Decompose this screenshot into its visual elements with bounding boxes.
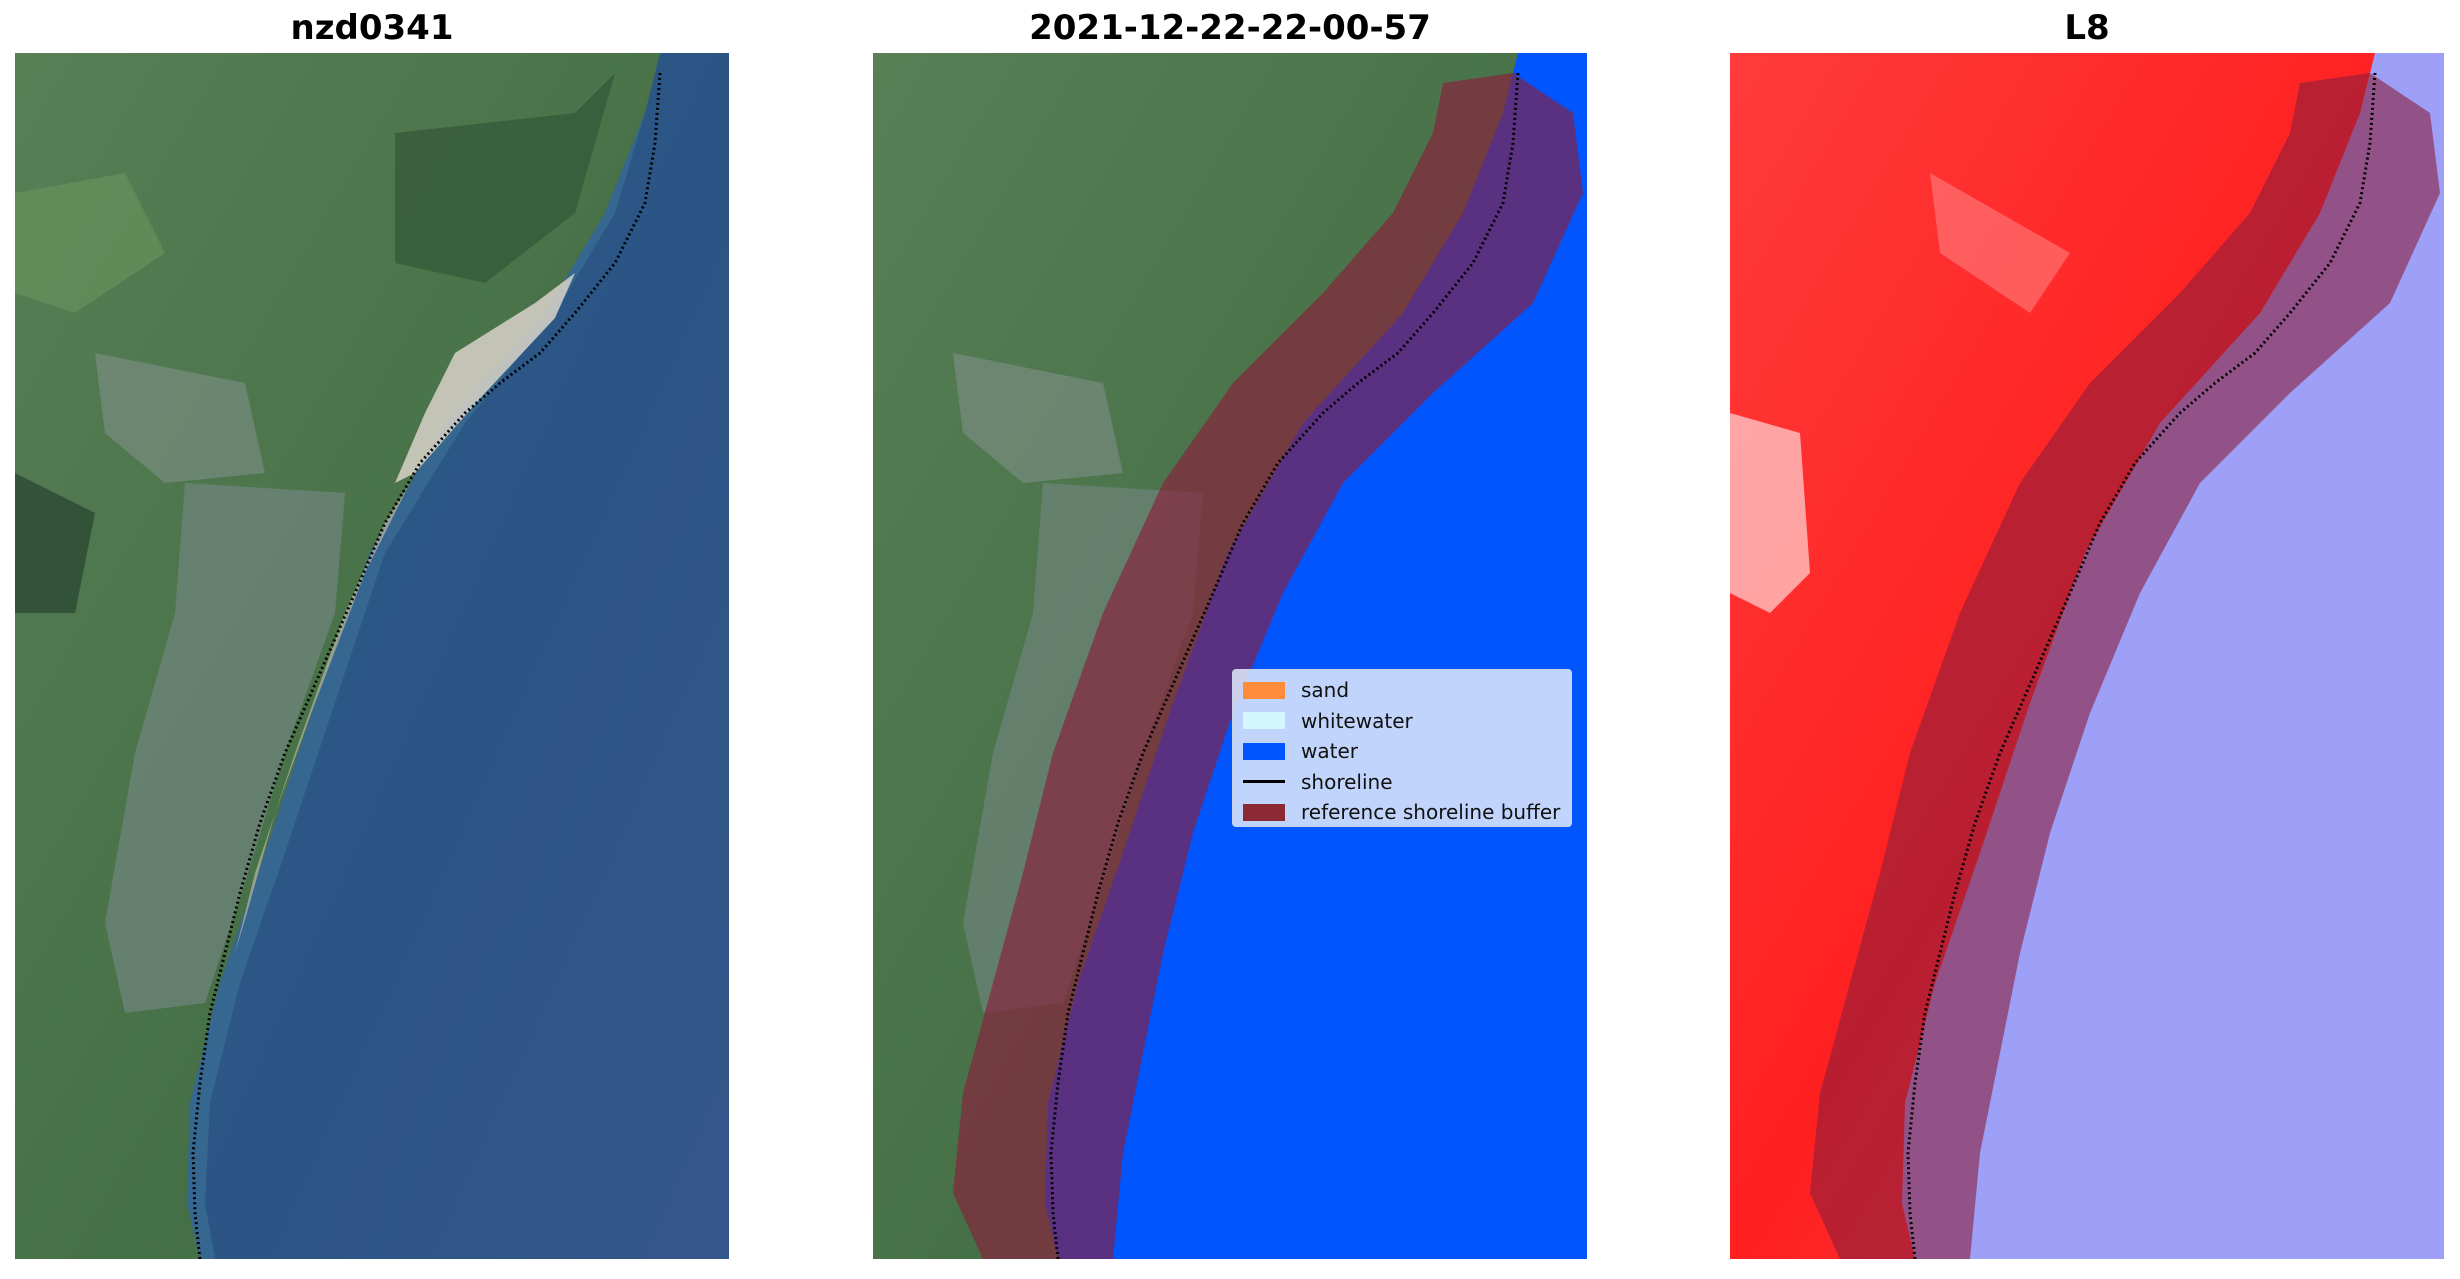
legend-label-whitewater: whitewater [1301, 708, 1413, 733]
legend-item-water: water [1237, 736, 1571, 767]
legend-label-sand: sand [1301, 678, 1350, 703]
ocean-area [187, 53, 729, 1259]
settlement-area [953, 353, 1123, 483]
index-image [1730, 53, 2444, 1259]
panel-title-rgb: nzd0341 [290, 8, 454, 48]
light-patch [1930, 173, 2070, 313]
classification-image [873, 53, 1587, 1259]
legend-label-shoreline: shoreline [1301, 769, 1393, 794]
reference-shoreline-buffer [1810, 73, 2440, 1259]
water-swatch [1243, 742, 1285, 760]
index-panel [1730, 53, 2444, 1259]
panel-title-classification: 2021-12-22-22-00-57 [1029, 8, 1431, 48]
reference-shoreline-buffer [953, 73, 1583, 1259]
legend-item-buffer: reference shoreline buffer [1237, 797, 1571, 828]
panel-title-index: L8 [2064, 8, 2110, 48]
dark-hill [395, 73, 615, 283]
town-area [105, 483, 345, 1013]
bright-patch [1730, 413, 1810, 613]
shoreline [191, 72, 662, 1259]
rgb-image-panel [15, 53, 729, 1259]
buffer-swatch [1243, 803, 1285, 821]
whitewater-swatch [1243, 712, 1285, 730]
shoreline [1049, 72, 1520, 1259]
pasture-field [15, 173, 165, 313]
legend-label-water: water [1301, 739, 1358, 764]
legend-item-shoreline: shoreline [1237, 767, 1571, 798]
rgb-satellite-image [15, 53, 729, 1259]
legend-label-buffer: reference shoreline buffer [1301, 800, 1561, 825]
beach-sand [395, 273, 575, 483]
sand-swatch [1243, 681, 1285, 699]
settlement-area [95, 353, 265, 483]
shoreline-swatch [1243, 780, 1285, 784]
nearshore-water [187, 113, 645, 1259]
dark-forest [15, 473, 95, 613]
legend: sand whitewater water shoreline referenc… [1232, 669, 1572, 827]
legend-item-whitewater: whitewater [1237, 706, 1571, 737]
legend-item-sand: sand [1237, 675, 1571, 706]
classification-panel [873, 53, 1587, 1259]
shoreline [1906, 72, 2377, 1259]
